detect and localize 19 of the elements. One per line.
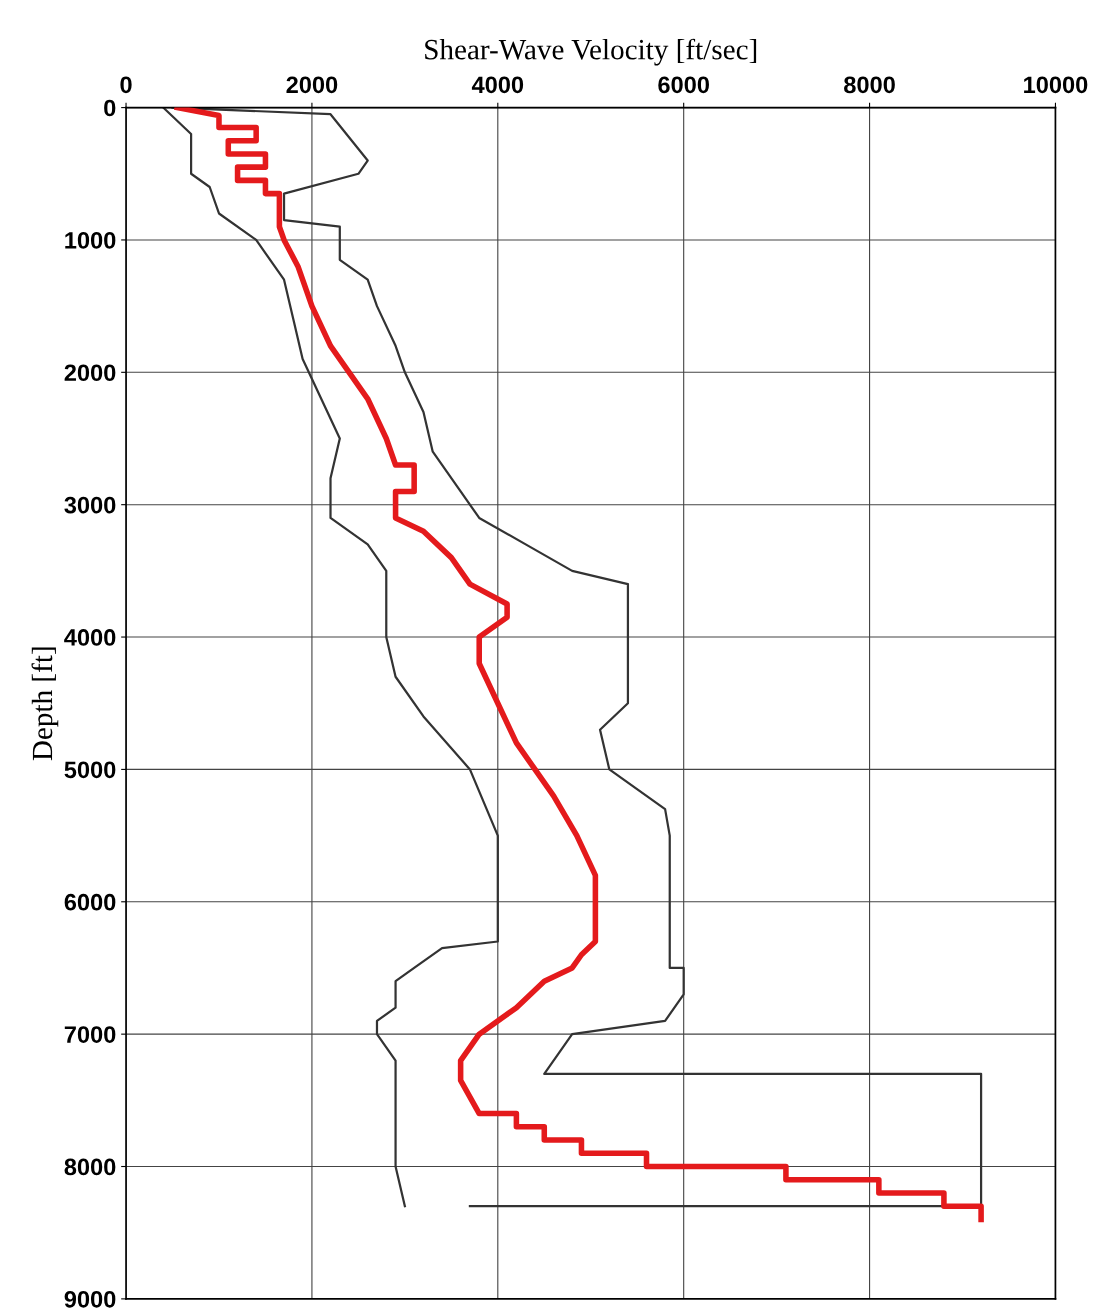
- x-tick-label: 2000: [286, 76, 338, 94]
- y-tick-label: 2000: [64, 364, 116, 382]
- y-tick-label: 3000: [64, 496, 116, 514]
- x-tick-label: 0: [120, 76, 132, 94]
- y-tick-label: 7000: [64, 1026, 116, 1043]
- y-tick-label: 4000: [64, 629, 116, 646]
- x-tick-label: 10000: [1024, 76, 1088, 94]
- y-tick-label: 1000: [65, 232, 116, 249]
- y-tick-label: 5000: [64, 761, 116, 779]
- y-axis-title: Depth [ft]: [31, 647, 59, 761]
- y-tick-label: 8000: [64, 1158, 116, 1176]
- line-series: [162, 107, 499, 1208]
- x-tick-label: 4000: [471, 76, 524, 94]
- x-tick-label: 6000: [658, 76, 709, 94]
- y-tick-label: 6000: [64, 893, 116, 911]
- x-axis-title: Shear-Wave Velocity [ft/sec]: [425, 38, 757, 66]
- y-tick-label: 9000: [64, 1290, 116, 1308]
- x-tick-label: 8000: [844, 76, 895, 94]
- y-tick-label: 0: [104, 99, 116, 117]
